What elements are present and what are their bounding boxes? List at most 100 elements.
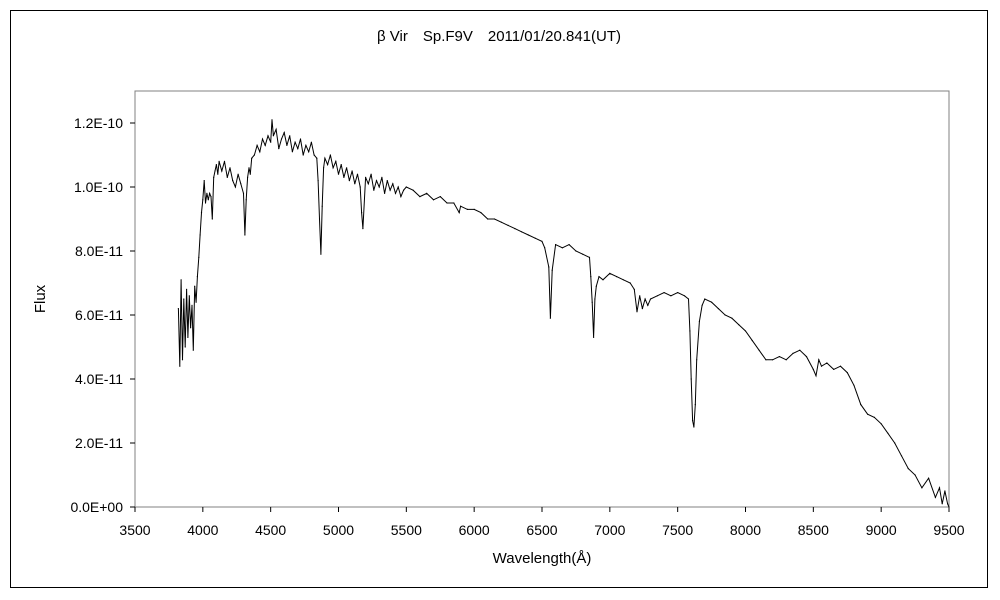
data-point — [460, 205, 462, 207]
x-axis-title: Wavelength(Å) — [493, 550, 592, 567]
data-point — [514, 228, 516, 230]
data-point — [900, 455, 903, 457]
data-point — [751, 340, 753, 342]
data-point — [317, 180, 319, 182]
data-point — [778, 356, 781, 358]
x-tick-label: 7500 — [662, 522, 693, 538]
data-point — [187, 336, 189, 338]
data-point — [704, 298, 706, 300]
y-axis-ticks: 0.0E+00 2.0E-11 4.0E-11 6.0E-11 8.0E-11 1.0E-… — [70, 115, 135, 515]
data-point — [378, 186, 380, 188]
data-point — [223, 160, 226, 162]
data-point — [198, 256, 200, 258]
data-point — [692, 420, 694, 422]
data-point — [744, 330, 747, 332]
data-point — [941, 503, 943, 505]
data-point — [724, 314, 726, 316]
plot-area-frame — [134, 90, 950, 508]
data-point — [291, 151, 293, 153]
x-tick-label: 4500 — [255, 522, 286, 538]
data-point — [711, 301, 713, 303]
data-point — [217, 173, 219, 175]
y-tick-label: 1.2E-10 — [74, 115, 123, 131]
data-point — [582, 253, 584, 255]
data-point — [656, 295, 658, 297]
data-point — [327, 164, 329, 166]
data-point — [867, 413, 869, 415]
data-point — [218, 160, 220, 162]
x-tick-label: 9000 — [866, 522, 897, 538]
data-point — [190, 327, 192, 329]
data-point — [199, 234, 201, 236]
data-point — [663, 292, 665, 294]
data-point — [343, 176, 345, 178]
y-tick-label: 6.0E-11 — [75, 307, 123, 323]
data-point — [812, 368, 814, 370]
y-tick-label: 4.0E-11 — [75, 371, 123, 387]
data-point — [310, 141, 312, 143]
data-point — [403, 189, 405, 191]
data-point — [381, 176, 383, 178]
data-point — [860, 404, 862, 406]
data-point — [211, 218, 213, 220]
data-point — [240, 183, 242, 185]
data-point — [194, 285, 196, 287]
data-point — [717, 308, 720, 310]
data-point — [487, 218, 489, 220]
data-point — [283, 132, 285, 134]
data-point — [392, 183, 394, 185]
data-point — [894, 442, 896, 444]
data-point — [229, 167, 231, 169]
x-tick-label: 4000 — [187, 522, 218, 538]
data-point — [188, 295, 190, 297]
data-point — [594, 298, 596, 300]
data-point — [365, 176, 367, 178]
data-point — [362, 228, 364, 230]
data-point — [354, 183, 356, 185]
data-point — [313, 154, 315, 156]
data-point — [251, 157, 253, 159]
x-tick-label: 8000 — [730, 522, 761, 538]
data-point — [527, 234, 530, 236]
data-point — [758, 349, 760, 351]
data-point — [480, 212, 482, 214]
data-point — [278, 148, 280, 150]
data-point — [221, 170, 223, 172]
data-point — [305, 144, 307, 146]
data-point — [386, 180, 388, 182]
y-tick-label: 8.0E-11 — [75, 243, 123, 259]
data-point — [647, 304, 649, 306]
data-point — [286, 144, 288, 146]
data-point — [297, 148, 299, 150]
data-point — [639, 295, 641, 297]
data-point — [507, 224, 509, 226]
data-point — [215, 164, 217, 166]
data-point — [329, 154, 331, 156]
data-point — [439, 196, 441, 198]
data-point — [302, 154, 304, 156]
data-point — [636, 311, 638, 313]
spectrum-chart: β Vir Sp.F9V 2011/01/20.841(UT) 3500 4000… — [32, 28, 965, 567]
y-tick-label: 2.0E-11 — [75, 435, 123, 451]
data-point — [833, 368, 835, 370]
data-point — [561, 247, 564, 249]
data-point — [549, 317, 552, 319]
data-point — [826, 362, 828, 364]
data-point — [264, 144, 266, 146]
data-point — [180, 279, 182, 281]
data-point — [846, 372, 848, 374]
chart-frame: β Vir Sp.F9V 2011/01/20.841(UT) 3500 4000… — [10, 10, 988, 588]
data-point — [389, 189, 391, 191]
data-point — [934, 496, 937, 498]
data-point — [226, 176, 228, 178]
data-point — [907, 468, 909, 470]
data-point — [938, 487, 941, 489]
data-point — [181, 359, 184, 361]
data-point — [500, 221, 502, 223]
data-point — [242, 192, 245, 194]
data-point — [887, 432, 889, 434]
data-point — [799, 349, 801, 351]
data-point — [177, 308, 179, 310]
data-point — [947, 503, 949, 505]
data-point — [696, 359, 698, 361]
